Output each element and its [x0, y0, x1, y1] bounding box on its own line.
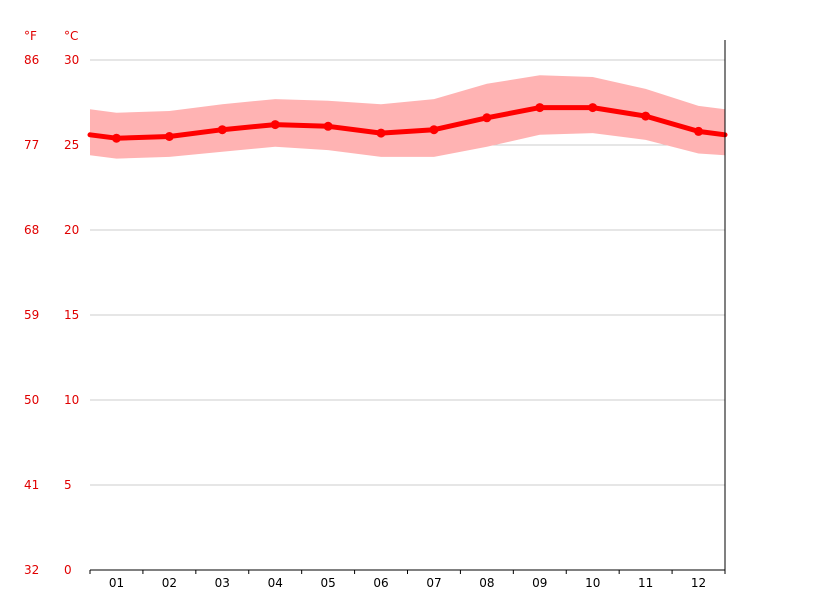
x-tick-label: 05	[320, 576, 335, 590]
x-tick-label: 04	[268, 576, 283, 590]
data-point	[376, 128, 386, 138]
y-tick-label-f: 77	[24, 138, 39, 152]
y-tick-label-f: 68	[24, 223, 39, 237]
y-tick-label-c: 0	[64, 563, 72, 577]
data-point	[270, 120, 280, 130]
x-tick-label: 11	[638, 576, 653, 590]
y-tick-label-f: 86	[24, 53, 39, 67]
temperature-line-layer	[87, 103, 728, 143]
data-point	[535, 103, 545, 113]
range-band	[90, 75, 725, 159]
fahrenheit-unit-label: °F	[24, 29, 37, 43]
y-tick-label-f: 59	[24, 308, 39, 322]
data-point	[694, 126, 704, 136]
y-tick-label-c: 10	[64, 393, 79, 407]
x-tick-label: 08	[479, 576, 494, 590]
y-tick-label-c: 30	[64, 53, 79, 67]
x-tick-label: 09	[532, 576, 547, 590]
axes	[89, 40, 726, 574]
y-tick-label-f: 32	[24, 563, 39, 577]
x-tick-label: 12	[691, 576, 706, 590]
x-tick-label: 10	[585, 576, 600, 590]
y-tick-label-f: 50	[24, 393, 39, 407]
data-point	[429, 125, 439, 135]
data-point	[323, 121, 333, 131]
y-tick-labels: 86 30 77 25 68 20 59 15 50 10 41 5 32 0	[24, 53, 79, 577]
celsius-unit-label: °C	[64, 29, 78, 43]
x-tick-label: 06	[373, 576, 388, 590]
temperature-range-band	[90, 75, 725, 159]
y-tick-label-c: 5	[64, 478, 72, 492]
x-tick-labels: 01 02 03 04 05 06 07 08 09 10 11 12	[109, 576, 706, 590]
x-tick-label: 02	[162, 576, 177, 590]
x-tick-label: 03	[215, 576, 230, 590]
data-point	[111, 133, 121, 143]
series-line	[87, 105, 728, 141]
data-point	[641, 111, 651, 121]
y-tick-label-c: 20	[64, 223, 79, 237]
data-point	[164, 132, 174, 141]
data-point	[217, 125, 227, 135]
x-tick-label: 07	[426, 576, 441, 590]
y-tick-label-c: 15	[64, 308, 79, 322]
data-point	[588, 103, 598, 113]
x-tick-label: 01	[109, 576, 124, 590]
y-tick-label-f: 41	[24, 478, 39, 492]
data-point	[482, 113, 492, 123]
y-tick-label-c: 25	[64, 138, 79, 152]
